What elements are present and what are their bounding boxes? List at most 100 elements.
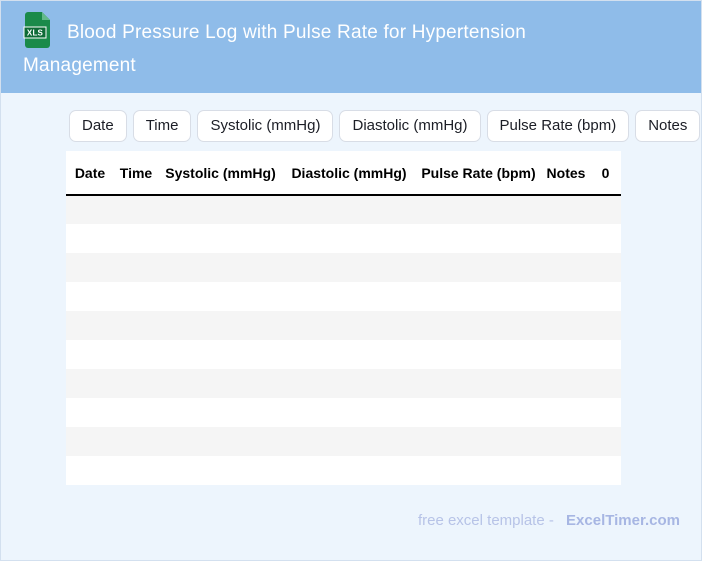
table-header-row: Date Time Systolic (mmHg) Diastolic (mmH…: [66, 151, 621, 196]
table-cell-empty[interactable]: [66, 369, 114, 398]
table-cell-empty[interactable]: [114, 456, 158, 485]
table-cell-empty[interactable]: [158, 195, 283, 224]
table-cell-empty[interactable]: [590, 427, 621, 456]
footer-credit-text: free excel template -: [417, 512, 554, 529]
table-cell-empty[interactable]: [158, 311, 283, 340]
table-cell-empty[interactable]: [590, 398, 621, 427]
col-header-notes: Notes: [542, 151, 590, 196]
chip-systolic[interactable]: Systolic (mmHg): [197, 110, 334, 142]
table-row[interactable]: [66, 398, 621, 427]
chip-date[interactable]: Date: [69, 110, 127, 142]
footer-brand-link[interactable]: ExcelTimer.com: [566, 512, 680, 529]
table-cell-empty[interactable]: [415, 456, 542, 485]
table-cell-empty[interactable]: [590, 369, 621, 398]
col-header-date: Date: [66, 151, 114, 196]
table-cell-empty[interactable]: [114, 369, 158, 398]
table-cell-empty[interactable]: [158, 369, 283, 398]
table-cell-empty[interactable]: [66, 311, 114, 340]
table-row[interactable]: [66, 253, 621, 282]
table-cell-empty[interactable]: [590, 456, 621, 485]
table-cell-empty[interactable]: [114, 195, 158, 224]
table-cell-empty[interactable]: [66, 427, 114, 456]
table-cell-empty[interactable]: [158, 253, 283, 282]
table-cell-empty[interactable]: [415, 427, 542, 456]
table-cell-empty[interactable]: [66, 456, 114, 485]
table-cell-empty[interactable]: [542, 311, 590, 340]
table-cell-empty[interactable]: [114, 398, 158, 427]
table-cell-empty[interactable]: [542, 253, 590, 282]
table-cell-empty[interactable]: [114, 282, 158, 311]
table-cell-empty[interactable]: [590, 253, 621, 282]
table-cell-empty[interactable]: [283, 224, 415, 253]
table-cell-empty[interactable]: [283, 311, 415, 340]
table-cell-empty[interactable]: [590, 311, 621, 340]
table-cell-empty[interactable]: [158, 340, 283, 369]
table-row[interactable]: [66, 427, 621, 456]
table-cell-empty[interactable]: [114, 311, 158, 340]
table-cell-empty[interactable]: [542, 195, 590, 224]
table-cell-empty[interactable]: [158, 427, 283, 456]
table-cell-empty[interactable]: [114, 340, 158, 369]
table-cell-empty[interactable]: [415, 224, 542, 253]
table-cell-empty[interactable]: [542, 427, 590, 456]
table-cell-empty[interactable]: [283, 369, 415, 398]
table-cell-empty[interactable]: [283, 282, 415, 311]
col-header-pulse-rate: Pulse Rate (bpm): [415, 151, 542, 196]
table-cell-empty[interactable]: [590, 340, 621, 369]
table-cell-empty[interactable]: [283, 195, 415, 224]
table-cell-empty[interactable]: [415, 398, 542, 427]
col-header-zero: 0: [590, 151, 621, 196]
table-body: [66, 195, 621, 485]
table-cell-empty[interactable]: [158, 456, 283, 485]
table-row[interactable]: [66, 311, 621, 340]
page-header: XLS Blood Pressure Log with Pulse Rate f…: [1, 1, 701, 93]
table-row[interactable]: [66, 456, 621, 485]
table-cell-empty[interactable]: [415, 311, 542, 340]
chip-time[interactable]: Time: [132, 110, 192, 142]
table-cell-empty[interactable]: [542, 224, 590, 253]
col-header-time: Time: [114, 151, 158, 196]
chip-diastolic[interactable]: Diastolic (mmHg): [339, 110, 481, 142]
table-cell-empty[interactable]: [415, 369, 542, 398]
table-cell-empty[interactable]: [283, 456, 415, 485]
table-cell-empty[interactable]: [66, 398, 114, 427]
table-cell-empty[interactable]: [542, 398, 590, 427]
table-cell-empty[interactable]: [415, 253, 542, 282]
table-row[interactable]: [66, 224, 621, 253]
table-cell-empty[interactable]: [114, 427, 158, 456]
table-row[interactable]: [66, 369, 621, 398]
table-cell-empty[interactable]: [66, 253, 114, 282]
table-cell-empty[interactable]: [283, 398, 415, 427]
table-cell-empty[interactable]: [114, 224, 158, 253]
xls-file-icon: XLS: [23, 12, 51, 48]
column-chips-row: Date Time Systolic (mmHg) Diastolic (mmH…: [69, 110, 701, 142]
chip-pulse-rate[interactable]: Pulse Rate (bpm): [486, 110, 630, 142]
table-cell-empty[interactable]: [415, 195, 542, 224]
table-cell-empty[interactable]: [66, 195, 114, 224]
table-cell-empty[interactable]: [283, 253, 415, 282]
table-cell-empty[interactable]: [283, 340, 415, 369]
table-cell-empty[interactable]: [114, 253, 158, 282]
table-cell-empty[interactable]: [415, 340, 542, 369]
table-row[interactable]: [66, 282, 621, 311]
page-title: Blood Pressure Log with Pulse Rate for H…: [23, 22, 527, 76]
table-cell-empty[interactable]: [542, 282, 590, 311]
table-cell-empty[interactable]: [542, 456, 590, 485]
table-cell-empty[interactable]: [158, 224, 283, 253]
table-row[interactable]: [66, 340, 621, 369]
table-cell-empty[interactable]: [66, 282, 114, 311]
table-cell-empty[interactable]: [283, 427, 415, 456]
table-cell-empty[interactable]: [590, 195, 621, 224]
chip-notes[interactable]: Notes: [635, 110, 701, 142]
table-cell-empty[interactable]: [66, 224, 114, 253]
table-cell-empty[interactable]: [415, 282, 542, 311]
table-cell-empty[interactable]: [542, 340, 590, 369]
table-row[interactable]: [66, 195, 621, 224]
table-cell-empty[interactable]: [590, 282, 621, 311]
table-cell-empty[interactable]: [66, 340, 114, 369]
table-cell-empty[interactable]: [158, 282, 283, 311]
table-cell-empty[interactable]: [590, 224, 621, 253]
table-cell-empty[interactable]: [158, 398, 283, 427]
table-cell-empty[interactable]: [542, 369, 590, 398]
